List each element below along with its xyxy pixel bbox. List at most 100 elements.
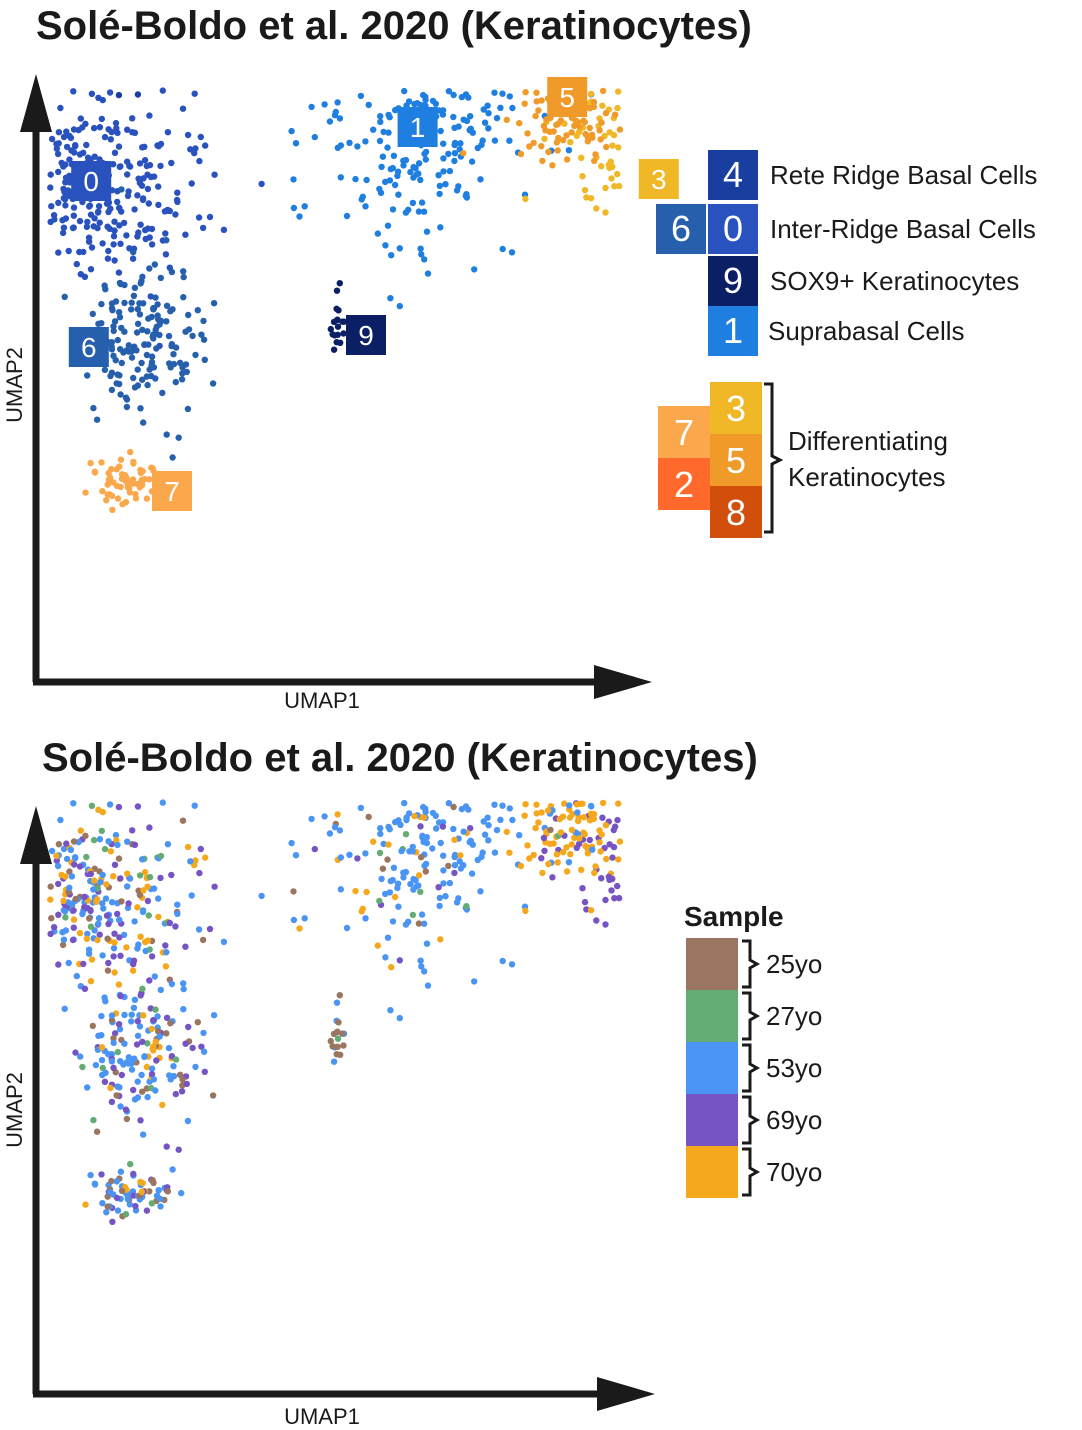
sample-69yo-point <box>103 912 111 919</box>
cluster-0-point <box>123 232 130 239</box>
sample-70yo-point <box>415 872 423 879</box>
legend-diff-swatch-7 <box>658 406 710 458</box>
cluster-6-point <box>185 311 192 319</box>
sample-69yo-point <box>163 1143 170 1150</box>
sample-53yo-point <box>493 826 501 834</box>
cluster-0-point <box>211 171 218 178</box>
sample-53yo-point <box>110 1039 117 1047</box>
cluster-5-point <box>586 124 593 132</box>
cluster-0-point <box>146 161 154 169</box>
cluster-1-point <box>379 153 387 160</box>
cluster-6-point <box>117 346 124 353</box>
cluster-1-point <box>423 228 431 235</box>
cluster-0-point <box>88 244 96 251</box>
bottom-legend: Sample 25yo 27yo 53yo 69yo 70yo <box>684 901 822 1198</box>
sample-53yo-point <box>288 839 295 847</box>
cluster-0-point <box>157 140 165 148</box>
sample-53yo-point <box>440 867 447 874</box>
cluster-7-point <box>104 491 111 498</box>
cluster-1-point <box>497 104 504 112</box>
sample-53yo-point <box>308 815 315 823</box>
sample-label-53yo: 53yo <box>766 1053 822 1083</box>
sample-53yo-point <box>485 837 492 844</box>
sample-69yo-point <box>125 900 132 907</box>
sample-25yo-point <box>70 838 78 845</box>
cluster-0-point <box>159 87 166 94</box>
cluster-7-point <box>91 468 99 475</box>
sample-69yo-point <box>114 910 121 918</box>
cluster-0-point <box>104 223 111 230</box>
cluster-badge-0: 0 <box>71 161 112 201</box>
cluster-7-point <box>108 465 115 473</box>
cluster-6-point <box>194 307 201 314</box>
sample-25yo-point <box>334 1028 341 1035</box>
cluster-5-point <box>553 139 561 146</box>
cluster-1-point <box>493 114 501 122</box>
cluster-0-point <box>63 128 70 135</box>
cluster-1-point <box>409 199 417 207</box>
cluster-7-point <box>87 459 94 467</box>
sample-label-27yo: 27yo <box>766 1001 822 1031</box>
sample-53yo-point <box>117 1058 124 1065</box>
cluster-5-point <box>532 112 539 120</box>
cluster-0-point <box>182 231 189 238</box>
cluster-3-point <box>522 195 529 203</box>
sample-53yo-point <box>124 883 131 890</box>
cluster-badge-7-label: 7 <box>164 476 180 507</box>
cluster-0-point <box>126 163 134 170</box>
cluster-6-point <box>200 317 207 325</box>
cluster-1-point <box>384 222 392 229</box>
cluster-1-point <box>301 203 308 210</box>
sample-27yo-point <box>101 845 109 853</box>
sample-70yo-point <box>98 1044 106 1051</box>
cluster-6-point <box>172 378 179 386</box>
cluster-9-point <box>340 330 347 337</box>
sample-70yo-point <box>597 848 604 855</box>
sample-53yo-point <box>184 1117 192 1125</box>
cluster-7-point <box>146 476 153 483</box>
cluster-5-point <box>535 107 542 114</box>
sample-69yo-point <box>131 841 139 848</box>
sample-53yo-point <box>195 926 203 933</box>
sample-25yo-point <box>108 1177 115 1185</box>
sample-53yo-point <box>382 954 389 961</box>
cluster-1-point <box>468 158 476 165</box>
cluster-7-point <box>143 495 151 502</box>
cluster-0-point <box>99 240 106 247</box>
sample-70yo-point <box>352 887 359 895</box>
sample-27yo-point <box>417 888 424 896</box>
sample-53yo-point <box>128 1066 136 1073</box>
cluster-0-point <box>62 215 70 222</box>
cluster-6-point <box>182 328 189 335</box>
cluster-0-point <box>115 269 123 276</box>
sample-53yo-point <box>389 918 397 925</box>
sample-27yo-point <box>87 923 95 930</box>
sample-70yo-point <box>522 801 529 808</box>
sample-70yo-point <box>563 868 571 875</box>
sample-53yo-point <box>180 985 187 993</box>
cluster-6-point <box>140 300 147 307</box>
sample-70yo-point <box>451 836 458 843</box>
sample-69yo-point <box>137 1117 144 1124</box>
sample-70yo-point <box>561 800 568 807</box>
cluster-0-point <box>174 198 181 206</box>
cluster-5-point <box>611 111 619 118</box>
sample-53yo-point <box>210 1012 218 1019</box>
sample-53yo-point <box>191 802 198 809</box>
sample-53yo-point <box>380 840 387 848</box>
sample-53yo-point <box>136 1023 144 1030</box>
sample-53yo-point <box>114 1207 122 1214</box>
cluster-1-point <box>334 99 341 106</box>
cluster-1-point <box>407 168 414 176</box>
cluster-7-point <box>117 456 125 463</box>
sample-27yo-point <box>376 849 384 857</box>
sample-25yo-point <box>149 1177 156 1184</box>
cluster-0-point <box>54 150 62 158</box>
cluster-0-point <box>76 151 84 158</box>
cluster-1-point <box>481 119 489 126</box>
sample-25yo-point <box>334 1043 341 1051</box>
sample-27yo-point <box>79 1063 86 1071</box>
legend-swatch-1-label: 1 <box>723 310 743 351</box>
sample-70yo-point <box>532 824 539 832</box>
cluster-1-point <box>460 116 467 123</box>
